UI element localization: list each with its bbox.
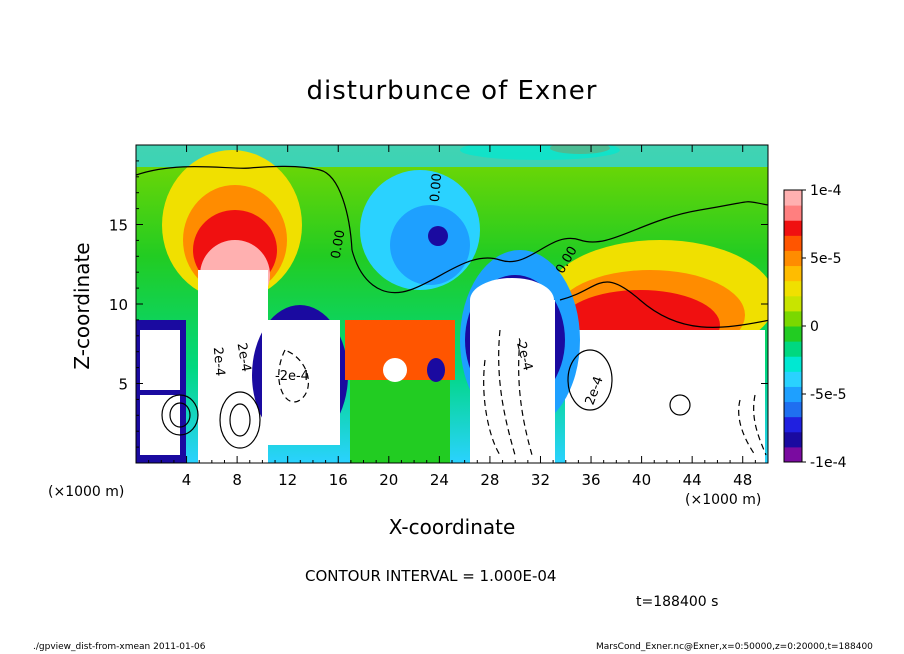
colorbar-segment <box>784 205 802 221</box>
colorbar-tick-label: 5e-5 <box>810 251 841 267</box>
y-tick-label: 10 <box>109 296 128 314</box>
contour-label: -2e-4 <box>275 369 309 384</box>
contour-lines <box>136 165 768 456</box>
colorbar-segment <box>784 220 802 236</box>
x-tick-label: 24 <box>430 471 449 489</box>
contour-label: 0.00 <box>428 173 445 203</box>
x-tick-label: 12 <box>278 471 297 489</box>
colorbar-segment <box>784 386 802 403</box>
contour-label: 0.00 <box>329 229 349 260</box>
colorbar-segment <box>784 356 802 372</box>
x-tick-label: 48 <box>733 471 752 489</box>
colorbar-tick-label: -1e-4 <box>810 455 847 471</box>
x-tick-label: 32 <box>531 471 550 489</box>
x-tick-label: 28 <box>480 471 499 489</box>
colorbar-segment <box>784 190 802 206</box>
footer-left: ./gpview_dist-from-xmean 2011-01-06 <box>33 642 206 652</box>
x-axis-ticks: 4 8 12 16 20 24 28 32 36 40 44 48 <box>148 145 756 489</box>
colorbar-segment <box>784 326 802 342</box>
y-tick-label: 15 <box>109 217 128 235</box>
colorbar-segment <box>784 265 802 282</box>
x-tick-label: 44 <box>683 471 702 489</box>
colorbar-segment <box>784 341 802 357</box>
x-axis-label: X-coordinate <box>388 515 516 539</box>
x-tick-label: 8 <box>232 471 242 489</box>
colorbar: 1e-4 5e-5 0 -5e-5 -1e-4 <box>783 183 847 471</box>
colorbar-segment <box>784 416 802 433</box>
time-label: t=188400 s <box>636 594 719 610</box>
x-tick-label: 36 <box>581 471 600 489</box>
contour-label: 2e-4 <box>234 342 254 373</box>
x-tick-label: 40 <box>632 471 651 489</box>
y-tick-label: 5 <box>118 376 128 394</box>
colorbar-tick-label: -5e-5 <box>810 387 847 403</box>
colorbar-segment <box>784 280 802 297</box>
chart-title: disturbunce of Exner <box>306 76 598 106</box>
colorbar-segment <box>784 295 802 312</box>
contour-label: 2e-4 <box>210 346 227 376</box>
x-unit-label-right: (×1000 m) <box>685 492 762 508</box>
y-axis-ticks: 5 10 15 <box>109 160 768 448</box>
colorbar-tick-label: 0 <box>810 319 819 335</box>
colorbar-tick-label: 1e-4 <box>810 183 842 199</box>
heatmap-field <box>136 145 768 463</box>
colorbar-segment <box>784 431 802 448</box>
x-tick-label: 20 <box>379 471 398 489</box>
colorbar-segment <box>784 310 802 327</box>
colorbar-segment <box>784 401 802 418</box>
x-tick-label: 4 <box>182 471 192 489</box>
colorbar-segment <box>784 371 802 387</box>
x-tick-label: 16 <box>329 471 348 489</box>
footer-right: MarsCond_Exner.nc@Exner,x=0:50000,z=0:20… <box>596 642 873 652</box>
colorbar-segment <box>784 250 802 267</box>
colorbar-segment <box>784 235 802 251</box>
x-unit-label-left: (×1000 m) <box>48 484 125 500</box>
contour-interval-text: CONTOUR INTERVAL = 1.000E-04 <box>305 567 557 585</box>
colorbar-segment <box>784 446 802 463</box>
